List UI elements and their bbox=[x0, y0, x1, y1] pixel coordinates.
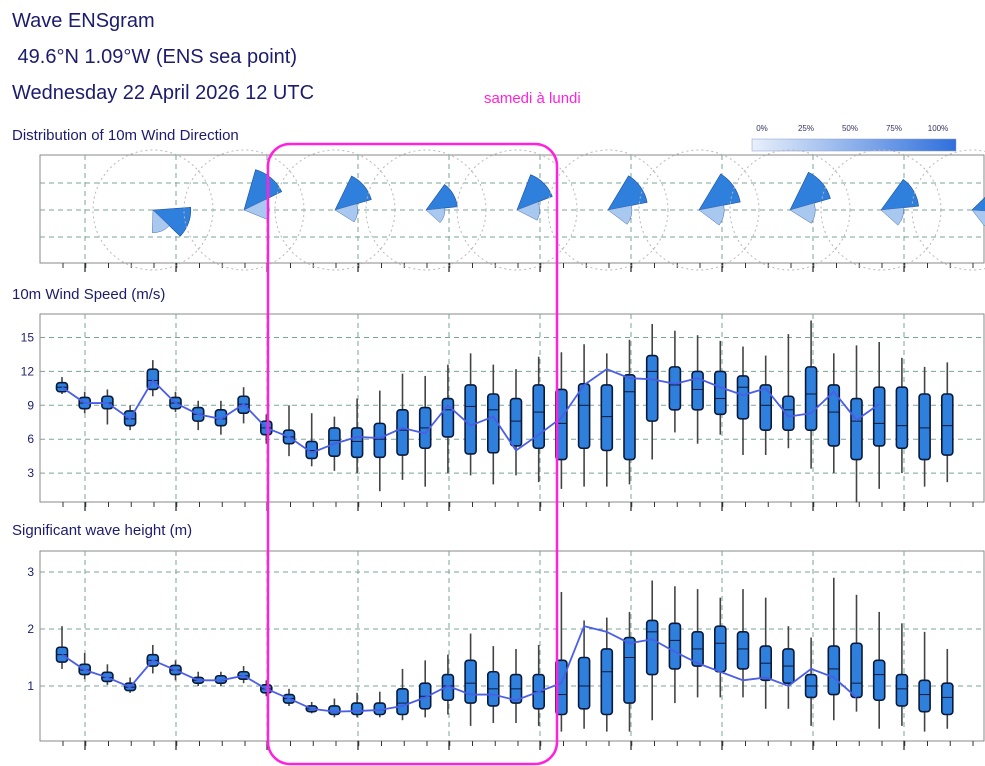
box bbox=[668, 366, 682, 411]
y-tick-label: 15 bbox=[21, 331, 35, 345]
box bbox=[895, 386, 909, 450]
y-tick-label: 2 bbox=[27, 622, 34, 636]
rose-ring bbox=[92, 149, 214, 271]
annotation-label: samedi à lundi bbox=[484, 90, 581, 107]
rose-ring bbox=[365, 149, 487, 271]
box bbox=[736, 631, 750, 670]
rose-wedge bbox=[516, 201, 540, 221]
box bbox=[600, 648, 614, 716]
date-line: Wednesday 22 April 2026 12 UTC bbox=[12, 82, 315, 104]
box bbox=[645, 619, 659, 676]
mean-line bbox=[61, 625, 858, 713]
box bbox=[895, 673, 909, 707]
rose-wedge bbox=[152, 207, 192, 237]
panel-frame bbox=[39, 313, 985, 503]
box bbox=[328, 705, 341, 716]
box bbox=[827, 645, 841, 696]
rose-wedge bbox=[971, 209, 985, 227]
y-tick-label: 3 bbox=[27, 466, 34, 480]
wave-height-panel: 1 2 3 bbox=[27, 550, 985, 750]
box bbox=[668, 622, 682, 670]
rose-wedge bbox=[243, 169, 283, 211]
box bbox=[940, 393, 954, 456]
rose-wedge bbox=[151, 209, 170, 233]
box bbox=[759, 384, 773, 431]
y-tick-label: 3 bbox=[27, 565, 34, 579]
rose-wedge bbox=[698, 173, 741, 211]
wind-speed-panel: 3 6 9 12 15 bbox=[21, 313, 985, 511]
y-tick-label: 12 bbox=[21, 364, 35, 378]
rose-wedge bbox=[880, 207, 904, 226]
box bbox=[464, 659, 477, 704]
rose-wedge bbox=[698, 204, 725, 226]
box bbox=[577, 383, 591, 450]
rose-wedge bbox=[607, 175, 648, 211]
box bbox=[645, 354, 659, 422]
box bbox=[623, 636, 636, 704]
box bbox=[782, 395, 795, 431]
box bbox=[396, 409, 409, 456]
box bbox=[396, 688, 409, 716]
box bbox=[850, 397, 863, 461]
wind-direction-panel bbox=[39, 149, 985, 272]
box bbox=[872, 659, 886, 702]
rose-ring bbox=[638, 149, 760, 271]
highlight-box bbox=[266, 142, 559, 766]
box bbox=[509, 397, 523, 447]
box bbox=[804, 366, 818, 431]
legend-tick-label: 0% bbox=[756, 124, 768, 133]
box bbox=[373, 422, 387, 459]
box bbox=[918, 679, 931, 713]
box bbox=[713, 370, 727, 416]
rose-wedge bbox=[607, 205, 633, 225]
rose-wedge bbox=[334, 175, 372, 211]
box bbox=[713, 625, 727, 673]
rose-wedge bbox=[334, 203, 358, 223]
wave-height-title: Significant wave height (m) bbox=[12, 522, 193, 539]
rose-ring bbox=[729, 149, 851, 271]
box bbox=[918, 393, 931, 461]
rose-wedge bbox=[425, 184, 458, 211]
box bbox=[623, 373, 636, 461]
y-tick-label: 9 bbox=[27, 398, 34, 412]
rose-ring bbox=[456, 149, 578, 271]
chart-title: Wave ENSgram bbox=[12, 10, 155, 32]
rose-wedge bbox=[789, 202, 816, 224]
legend-tick-label: 50% bbox=[842, 124, 858, 133]
legend-tick-label: 75% bbox=[886, 124, 902, 133]
box bbox=[691, 370, 704, 411]
rose-ring bbox=[183, 149, 305, 271]
box bbox=[464, 384, 477, 455]
box bbox=[940, 682, 954, 716]
wind-speed-title: 10m Wind Speed (m/s) bbox=[12, 286, 166, 303]
box bbox=[850, 642, 863, 699]
rose-wedge bbox=[789, 171, 831, 211]
rose-wedge bbox=[425, 207, 446, 224]
rose-wedge bbox=[516, 174, 553, 211]
box bbox=[600, 384, 614, 452]
rose-ring bbox=[547, 149, 669, 271]
legend-tick-label: 25% bbox=[798, 124, 814, 133]
rose-wedge bbox=[880, 178, 919, 211]
mean-line bbox=[61, 368, 880, 454]
y-tick-label: 6 bbox=[27, 432, 34, 446]
y-tick-label: 1 bbox=[27, 679, 34, 693]
rose-ring bbox=[274, 149, 396, 271]
box bbox=[872, 386, 886, 447]
rose-wedge bbox=[971, 197, 985, 212]
box bbox=[827, 384, 841, 447]
wind-direction-legend: 0% 25% 50% 75% 100% bbox=[751, 124, 957, 152]
box bbox=[577, 656, 591, 710]
box bbox=[736, 375, 750, 420]
box bbox=[532, 384, 546, 450]
legend-tick-label: 100% bbox=[928, 124, 948, 133]
box bbox=[350, 427, 364, 459]
wind-direction-title: Distribution of 10m Wind Direction bbox=[12, 127, 239, 144]
rose-ring bbox=[820, 149, 942, 271]
box bbox=[350, 702, 364, 716]
panel-frame bbox=[39, 550, 985, 742]
location-line: 49.6°N 1.09°W (ENS sea point) bbox=[12, 46, 298, 68]
